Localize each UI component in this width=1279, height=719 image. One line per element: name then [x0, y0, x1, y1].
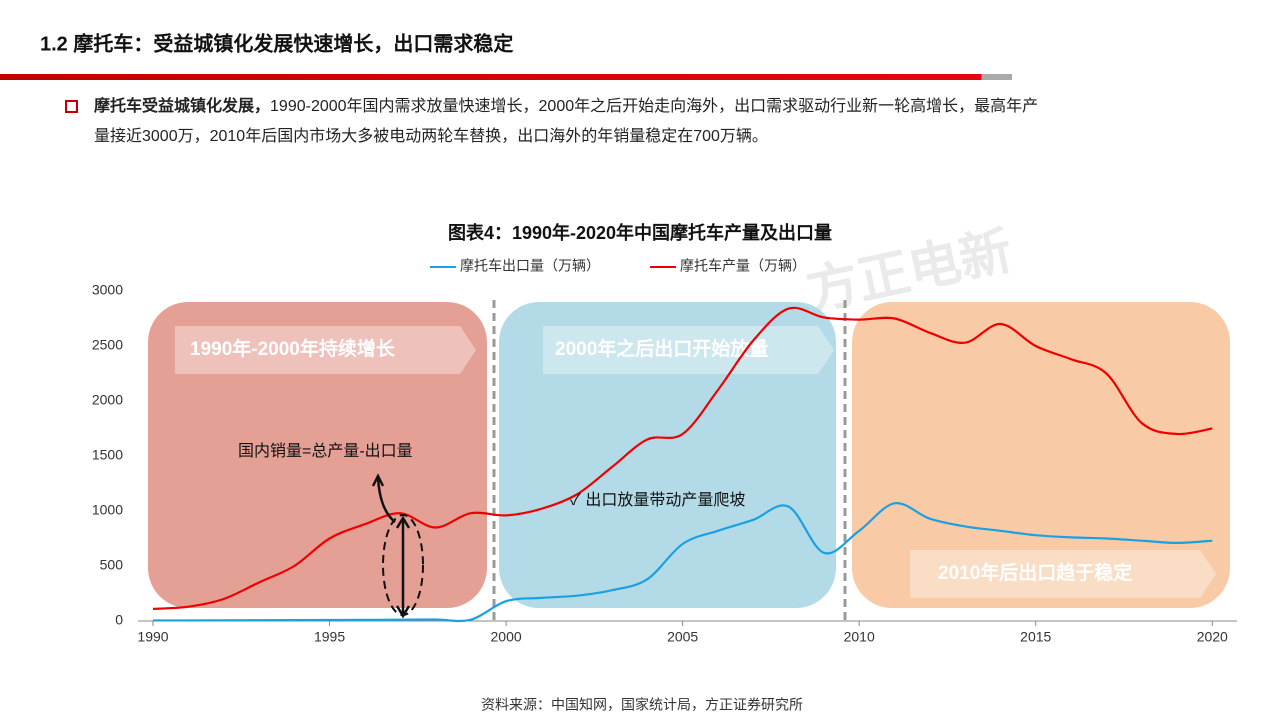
annotation: ✓ 出口放量带动产量爬坡: [570, 491, 745, 509]
x-tick-label: 1995: [314, 629, 345, 645]
region-banner: [910, 550, 1216, 598]
bullet-line: 1990-2000年国内需求放量快速增长，2000年之后开始走向海外，出口需求驱…: [270, 97, 1038, 115]
source: 资料来源：中国知网，国家统计局，方正证券研究所: [481, 697, 803, 713]
x-tick-label: 2020: [1197, 629, 1228, 645]
x-tick-label: 2000: [491, 629, 522, 645]
bullet-bold: 摩托车受益城镇化发展，: [94, 96, 270, 115]
chart-title: 图表4：1990年-2020年中国摩托车产量及出口量: [448, 222, 832, 243]
series-line: [152, 502, 1213, 623]
region: [499, 302, 836, 608]
region-banner: [543, 326, 834, 374]
bullet-line: 量接近3000万，2010年后国内市场大多被电动两轮车替换，出口海外的年销量稳定…: [94, 127, 768, 145]
header-rule: [0, 74, 1012, 80]
y-tick-label: 0: [115, 612, 123, 628]
bullet-icon: [65, 100, 78, 113]
x-tick-label: 1990: [137, 629, 168, 645]
region-label: 2010年后出口趋于稳定: [938, 561, 1132, 584]
x-tick-label: 2010: [844, 629, 875, 645]
chart: 图表4：1990年-2020年中国摩托车产量及出口量方正电新1990年-2000…: [92, 222, 1237, 713]
region-label: 2000年之后出口开始放量: [555, 337, 768, 360]
series-line: [152, 306, 1213, 610]
annotation: 国内销量=总产量-出口量: [238, 442, 413, 460]
y-tick-label: 1500: [92, 447, 123, 463]
y-tick-label: 2500: [92, 337, 123, 353]
bullet-text: 摩托车受益城镇化发展，1990-2000年国内需求放量快速增长，2000年之后开…: [94, 96, 1038, 115]
legend-label: 摩托车产量（万辆）: [680, 258, 806, 274]
y-tick-label: 1000: [92, 502, 123, 518]
header-title: 1.2 摩托车：受益城镇化发展快速增长，出口需求稳定: [40, 31, 513, 55]
legend-label: 摩托车出口量（万辆）: [460, 258, 600, 274]
y-tick-label: 2000: [92, 392, 123, 408]
region: [852, 302, 1230, 608]
y-tick-label: 3000: [92, 282, 123, 298]
region-label: 1990年-2000年持续增长: [190, 337, 396, 360]
region-banner: [175, 326, 476, 374]
y-tick-label: 500: [100, 557, 124, 573]
x-tick-label: 2005: [667, 629, 698, 645]
annotation-arrow: [371, 473, 396, 523]
x-tick-label: 2015: [1020, 629, 1051, 645]
annotation-arrow: [395, 515, 411, 619]
